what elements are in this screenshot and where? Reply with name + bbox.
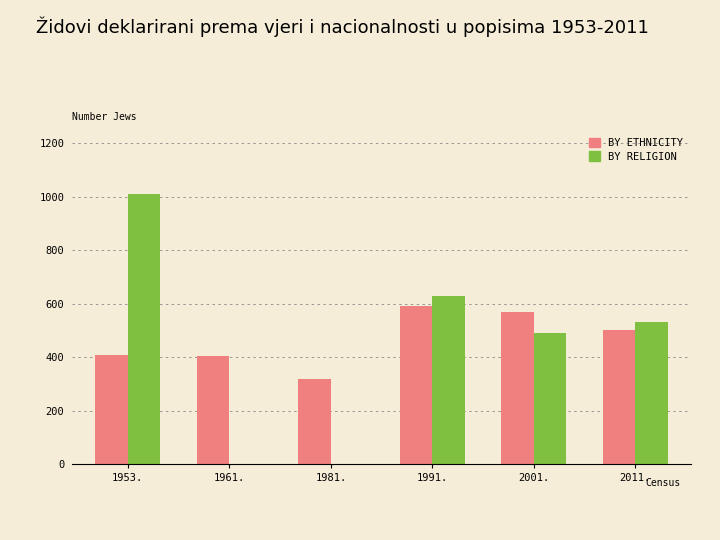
- Bar: [534, 333, 567, 464]
- Bar: [400, 306, 432, 464]
- Text: Židovi deklarirani prema vjeri i nacionalnosti u popisima 1953-2011: Židovi deklarirani prema vjeri i naciona…: [36, 16, 649, 37]
- Text: Number Jews: Number Jews: [72, 111, 137, 122]
- Legend: BY ETHNICITY, BY RELIGION: BY ETHNICITY, BY RELIGION: [586, 135, 686, 165]
- Text: Census: Census: [645, 478, 680, 488]
- Bar: [501, 312, 534, 464]
- Bar: [197, 356, 230, 464]
- Bar: [128, 194, 161, 464]
- Bar: [635, 322, 668, 464]
- Bar: [298, 379, 331, 464]
- Bar: [603, 330, 635, 464]
- Bar: [95, 355, 128, 464]
- Bar: [432, 296, 465, 464]
